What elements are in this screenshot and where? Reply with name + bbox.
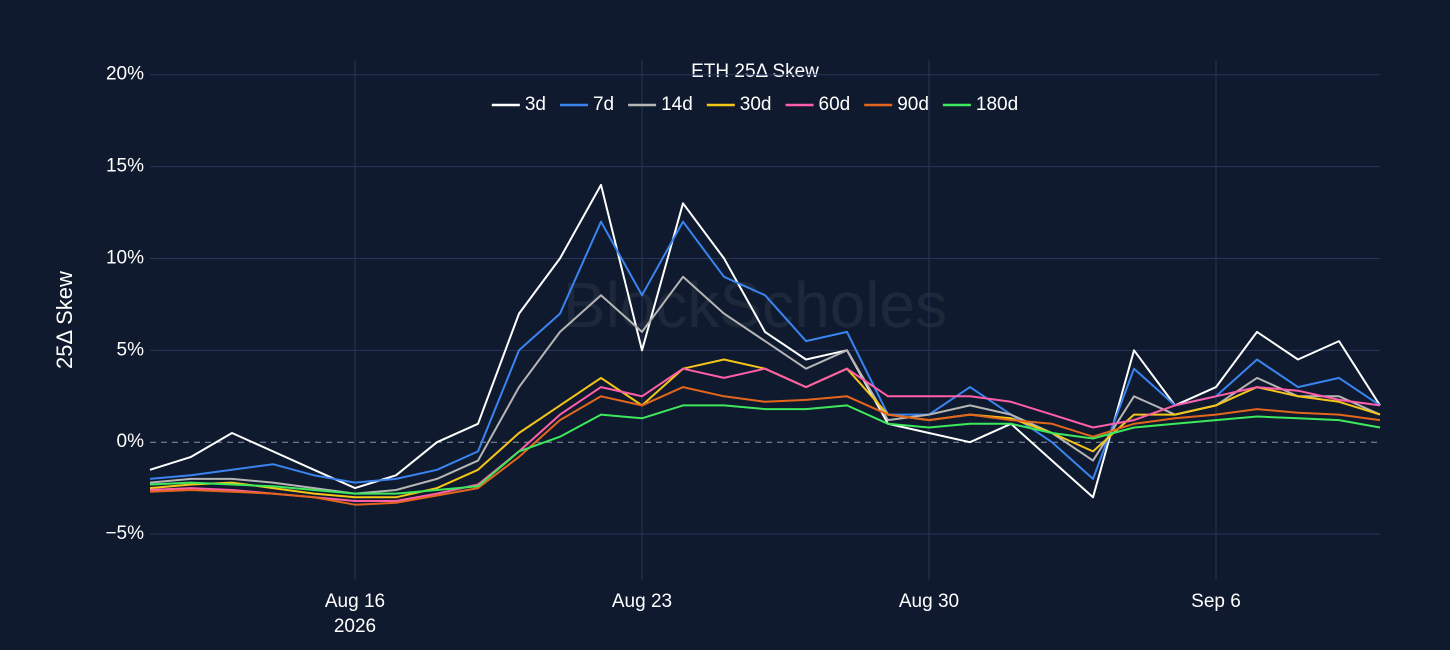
- legend-item: 14d: [628, 94, 693, 115]
- y-tick-label: 5%: [117, 339, 145, 360]
- series-line: [149, 386, 1381, 506]
- watermark: BlockScholes: [563, 269, 947, 341]
- x-tick-label: Aug 30: [899, 591, 959, 612]
- legend-item: 3d: [491, 94, 546, 115]
- legend-item: 180d: [942, 94, 1018, 115]
- y-tick-label: 20%: [106, 64, 144, 85]
- series-line: [149, 358, 1381, 499]
- legend-label: 30d: [740, 94, 772, 115]
- x-tick-label: Aug 23: [612, 591, 672, 612]
- y-tick-label: 0%: [117, 431, 145, 452]
- y-tick-label: −5%: [105, 523, 144, 544]
- legend-label: 14d: [661, 94, 693, 115]
- grid: [150, 60, 1380, 580]
- legend: 3d 7d 14d 30d 60d 90d 180d: [491, 94, 1018, 115]
- x-tick-sublabel: 2026: [334, 616, 376, 637]
- x-tick-label: Aug 16: [325, 591, 385, 612]
- y-axis-title: 25Δ Skew: [52, 271, 77, 369]
- series-line: [149, 404, 1381, 495]
- legend-item: 30d: [706, 94, 772, 115]
- legend-item: 7d: [559, 94, 614, 115]
- legend-item: 90d: [864, 94, 929, 115]
- series-line: [149, 220, 1381, 484]
- legend-label: 7d: [593, 94, 614, 115]
- x-tick-label: Sep 6: [1191, 591, 1241, 612]
- series-line: [149, 367, 1381, 502]
- y-tick-label: 15%: [106, 156, 144, 177]
- legend-label: 180d: [976, 94, 1018, 115]
- y-tick-label: 10%: [106, 247, 144, 268]
- legend-label: 3d: [525, 94, 546, 115]
- legend-item: 60d: [785, 94, 851, 115]
- legend-label: 90d: [897, 94, 929, 115]
- legend-label: 60d: [819, 94, 851, 115]
- chart-title: ETH 25Δ Skew: [691, 61, 819, 82]
